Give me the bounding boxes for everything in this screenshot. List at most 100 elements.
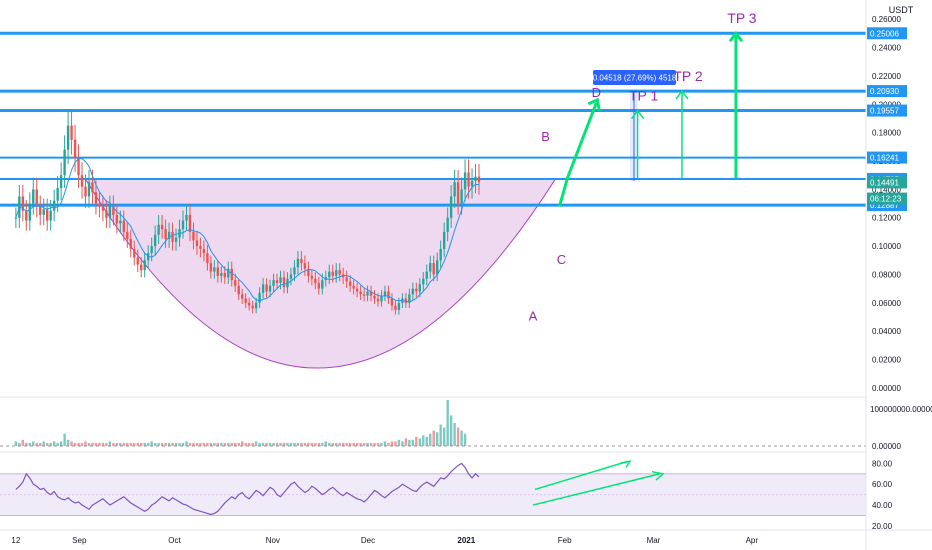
candle-body: [234, 280, 237, 286]
level-tag: [867, 104, 907, 117]
volume-bar: [18, 442, 21, 446]
volume-bar: [216, 442, 220, 446]
volume-bar: [199, 442, 202, 446]
candle-body: [206, 253, 209, 264]
measure-label: 0.04518 (27.69%) 4518: [593, 74, 677, 83]
candle-body: [296, 258, 300, 268]
candle-body: [338, 270, 341, 275]
candle: [66, 109, 70, 164]
volume-bar: [77, 442, 80, 446]
volume-bar: [56, 442, 59, 446]
volume-bar: [223, 442, 226, 446]
volume-bar: [439, 424, 442, 446]
rsi-series: [15, 462, 480, 516]
candle: [422, 272, 425, 291]
volume-bar: [98, 442, 101, 446]
rsi-tick-label: 40.00: [872, 501, 893, 510]
volume-bar: [456, 427, 460, 446]
candle-body: [307, 268, 310, 276]
candle: [254, 297, 258, 314]
candle-body: [321, 280, 324, 289]
candle-body: [397, 302, 401, 310]
candle-body: [46, 209, 49, 221]
candle: [247, 297, 251, 311]
candle-body: [432, 263, 435, 275]
candle: [394, 300, 397, 315]
candle: [404, 293, 408, 308]
price-tick-label: 0.04000: [872, 327, 901, 336]
candle: [227, 261, 230, 284]
candle-body: [70, 125, 73, 140]
candle-body: [241, 294, 244, 299]
volume-bar: [265, 442, 268, 446]
candle: [442, 222, 446, 258]
candle-body: [91, 182, 94, 193]
candle-body: [59, 175, 63, 188]
volume-bar: [153, 442, 157, 446]
candle: [380, 290, 383, 307]
candle-body: [80, 175, 84, 187]
pattern-label-c: C: [557, 252, 566, 267]
candle-body: [160, 224, 164, 230]
candle: [272, 273, 275, 292]
candle-body: [126, 231, 129, 239]
volume-bar: [387, 442, 390, 446]
candle: [279, 270, 282, 290]
candle-body: [185, 214, 188, 221]
candle: [213, 260, 216, 279]
volume-bar: [463, 433, 467, 446]
candle-body: [150, 246, 153, 254]
volume-bar: [63, 433, 66, 446]
volume-bar: [359, 442, 362, 446]
candle: [411, 282, 415, 300]
candle: [199, 237, 202, 258]
price-tick-label: 0.22000: [872, 72, 901, 81]
cup-shape: [84, 178, 557, 369]
volume-bar: [146, 442, 150, 446]
candle-body: [383, 291, 387, 296]
candle-body: [230, 268, 233, 281]
candle: [174, 228, 178, 251]
volume-bar: [112, 442, 115, 446]
candle-body: [335, 270, 338, 276]
volume-bar: [143, 442, 146, 446]
volume-bar: [237, 442, 240, 446]
candle: [362, 288, 366, 302]
candle-body: [408, 294, 411, 303]
rsi-tick-label: 60.00: [872, 480, 893, 489]
volume-bar: [422, 435, 425, 446]
price-tick-label: 0.24000: [872, 44, 901, 53]
rsi-tick-label: 80.00: [872, 459, 893, 468]
candle-body: [390, 298, 394, 306]
candle: [355, 282, 359, 298]
volume-bar: [373, 442, 376, 446]
moving-average: [15, 158, 479, 303]
level-tag-label: 0.12887: [870, 201, 899, 210]
candle: [366, 285, 369, 302]
time-tick-label: Apr: [746, 536, 759, 545]
candle-body: [314, 278, 317, 283]
candle-body: [415, 288, 418, 292]
volume-bar: [251, 442, 254, 446]
candle-body: [251, 305, 254, 309]
candle: [275, 273, 279, 290]
volume-bar: [362, 442, 366, 446]
volume-bar: [314, 442, 317, 446]
candle-body: [213, 267, 216, 272]
candle: [268, 279, 272, 298]
volume-bar: [341, 442, 345, 446]
candle-body: [202, 248, 206, 254]
volume-bar: [404, 438, 408, 446]
candle: [348, 275, 352, 292]
candle-body: [355, 288, 359, 292]
candle: [387, 285, 390, 304]
candle-body: [422, 278, 425, 285]
candle-body: [223, 273, 226, 278]
candle-body: [63, 149, 66, 176]
volume-bar: [331, 442, 334, 446]
candle: [143, 252, 146, 278]
candle: [157, 215, 160, 244]
volume-bar: [28, 442, 31, 446]
volume-bar: [397, 439, 401, 446]
candle: [446, 207, 449, 242]
